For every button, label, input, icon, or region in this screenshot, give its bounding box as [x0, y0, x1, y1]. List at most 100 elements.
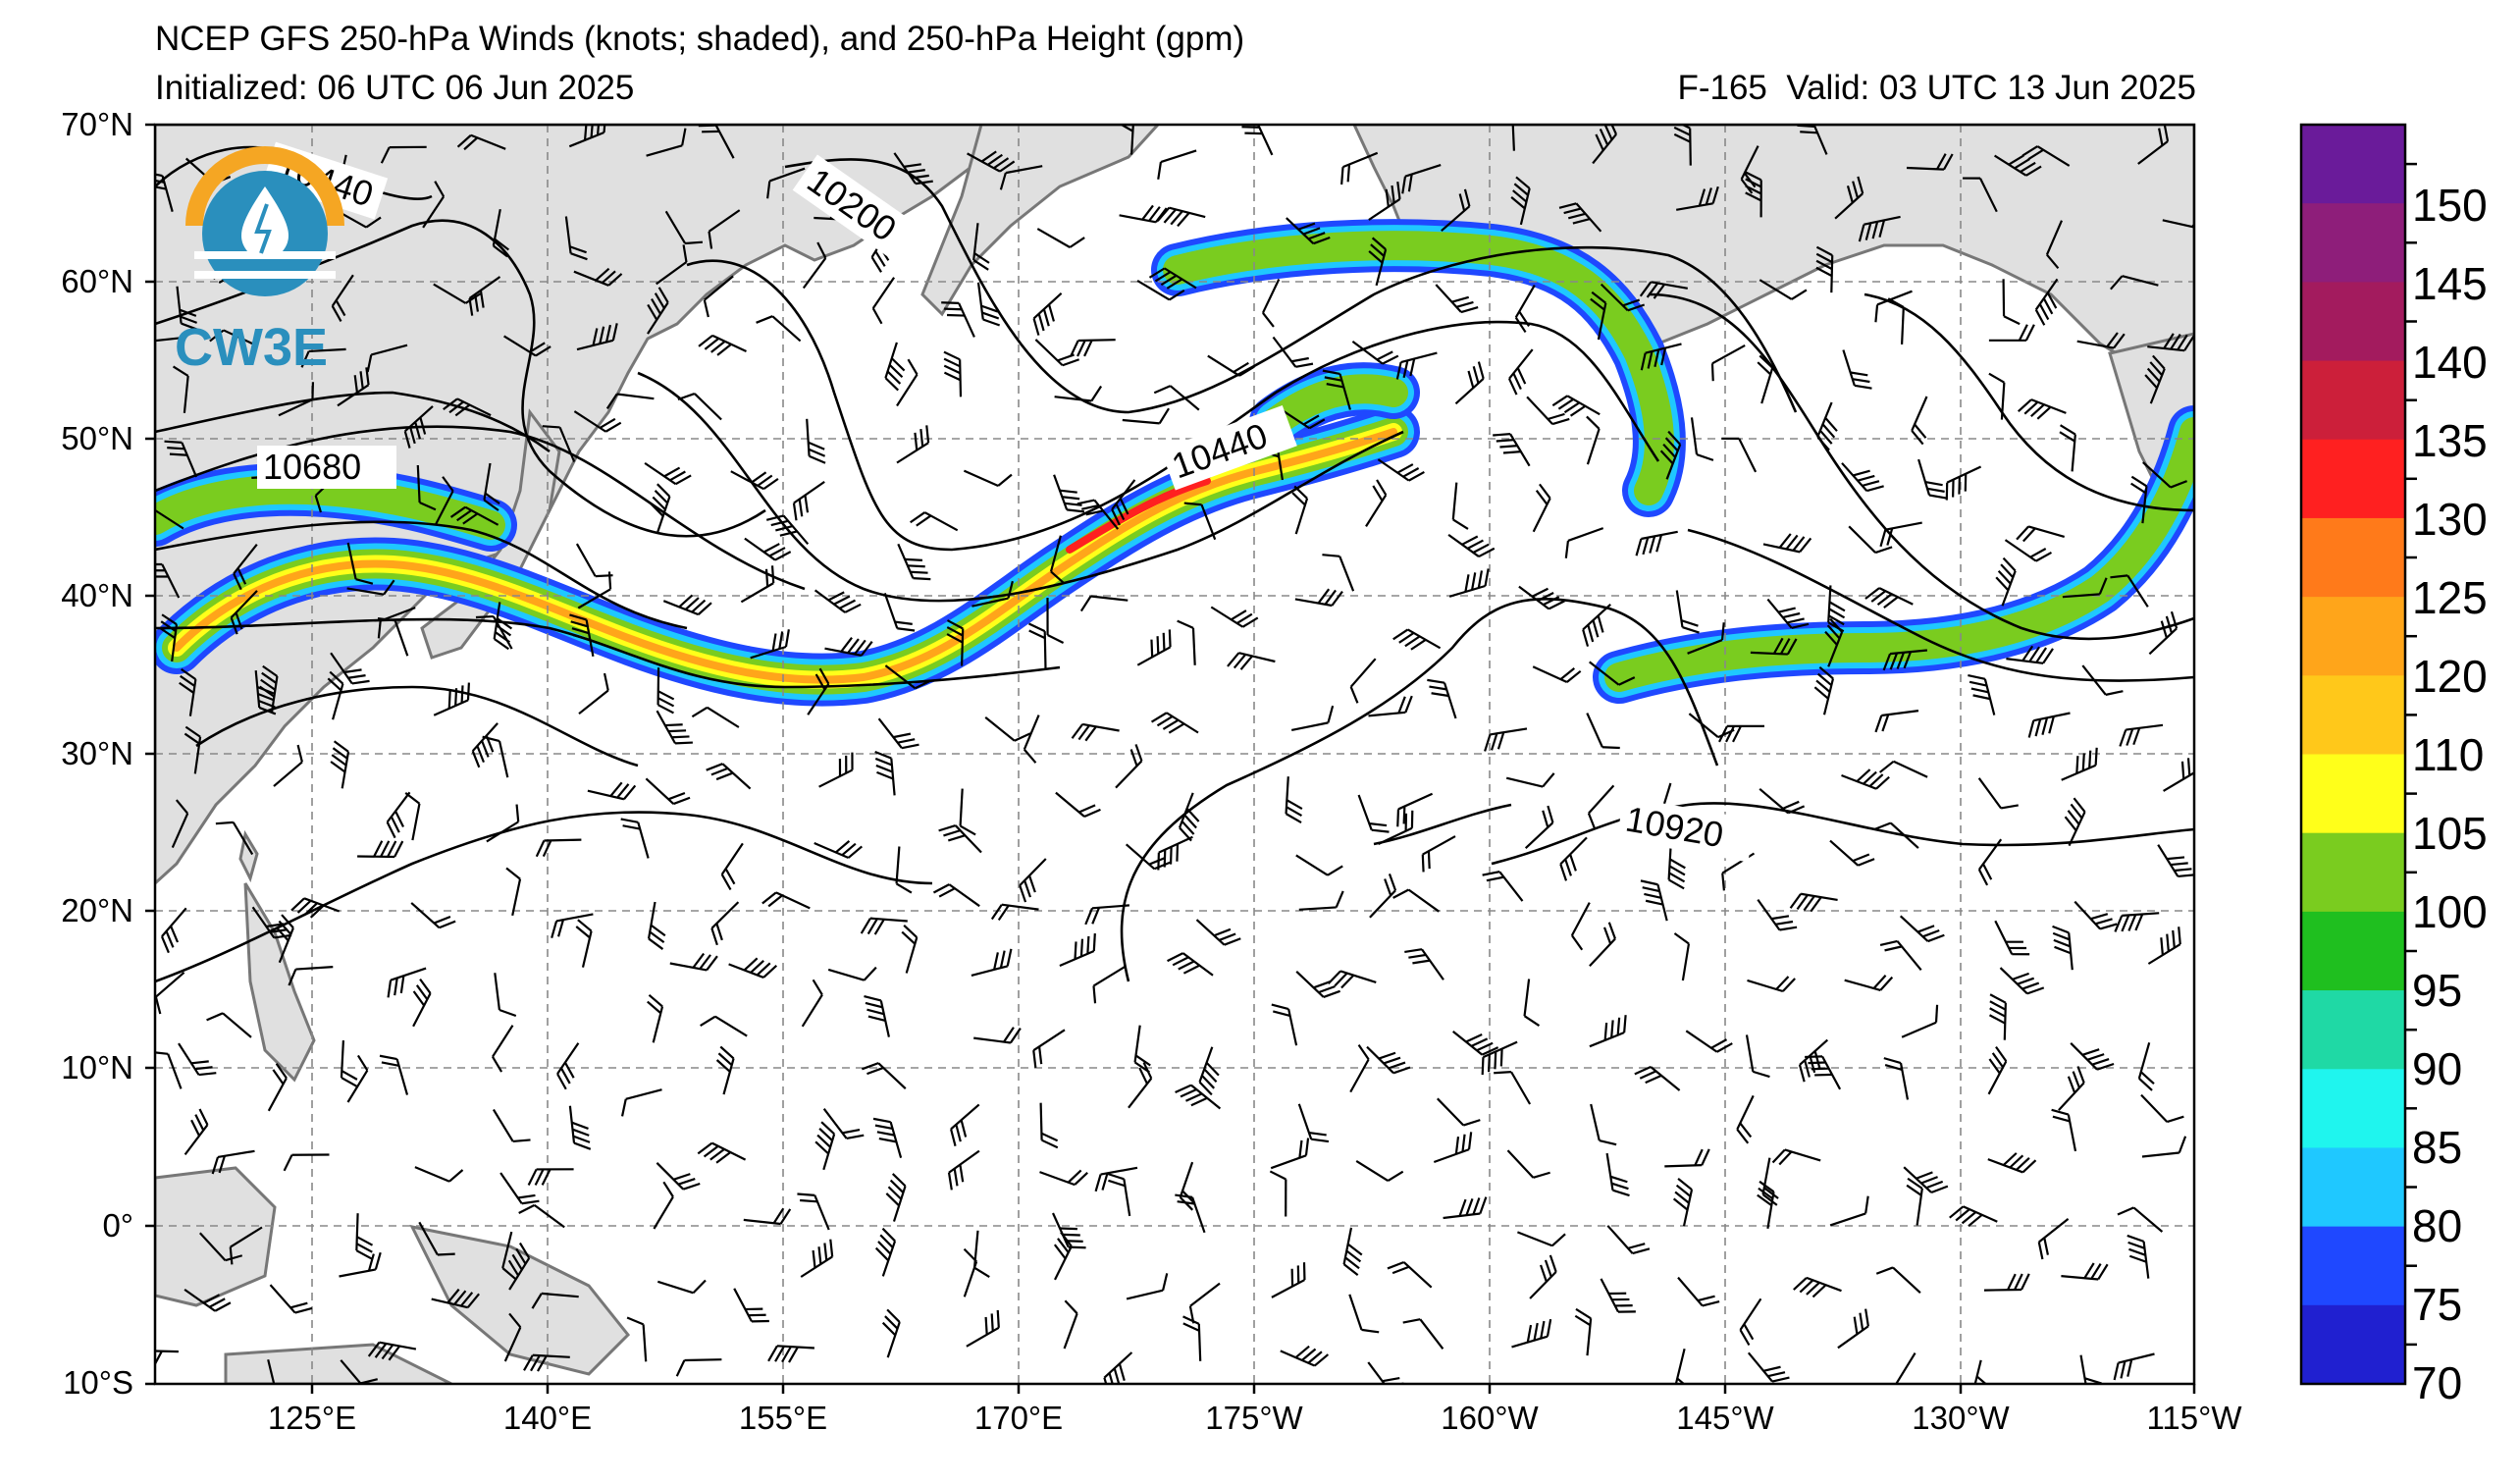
- wind-barb: [493, 602, 513, 651]
- colorbar-swatch: [2301, 754, 2405, 834]
- wind-barb: [1640, 879, 1668, 922]
- colorbar-label: 120: [2412, 651, 2488, 702]
- wind-barb: [802, 241, 827, 290]
- wind-barb: [2147, 927, 2181, 965]
- wind-barb: [807, 667, 830, 715]
- wind-barb: [1103, 1351, 1133, 1384]
- wind-barb: [656, 244, 688, 286]
- wind-barb: [1813, 665, 1835, 715]
- australia-land: [224, 1343, 452, 1384]
- wind-barb: [1355, 1159, 1404, 1182]
- wind-barb: [1285, 776, 1303, 824]
- wind-barb: [1690, 417, 1714, 461]
- colorbar-swatch: [2301, 360, 2405, 441]
- wind-barb: [233, 544, 258, 591]
- height-contour: [195, 685, 639, 768]
- wind-barb: [2147, 333, 2194, 352]
- wind-barb: [1874, 710, 1919, 733]
- wind-barb: [155, 971, 185, 1015]
- height-contour: [155, 219, 766, 538]
- wind-barb: [697, 1141, 747, 1164]
- wind-barb: [518, 1203, 565, 1229]
- wind-barb: [656, 710, 693, 745]
- wind-barb: [1019, 858, 1047, 903]
- wind-barb: [1883, 1057, 1910, 1100]
- wind-barb: [1055, 791, 1101, 818]
- wind-barb: [1589, 1015, 1627, 1048]
- wind-barb: [1451, 482, 1469, 530]
- wind-barb: [431, 1288, 480, 1309]
- wind-barb: [1261, 279, 1281, 328]
- wind-barb: [1441, 188, 1471, 233]
- wind-barb: [503, 1312, 522, 1362]
- wind-barb: [1739, 1298, 1762, 1347]
- initialized-time: Initialized: 06 UTC 06 Jun 2025: [155, 69, 635, 107]
- wind-barb: [1750, 637, 1798, 656]
- wind-barb: [1280, 1345, 1330, 1367]
- wind-barb: [1071, 722, 1120, 742]
- wind-barb: [505, 867, 522, 917]
- colorbar-label: 70: [2412, 1357, 2463, 1408]
- wind-barb: [1977, 838, 2003, 886]
- wind-barb: [959, 788, 976, 836]
- wind-barb: [1378, 810, 1414, 845]
- wind-barb: [412, 978, 432, 1028]
- colorbar: [2299, 123, 2417, 1386]
- wind-barb: [2021, 145, 2071, 167]
- wind-barb: [531, 1292, 579, 1309]
- wind-barb: [587, 781, 637, 801]
- wind-barb: [1063, 1299, 1078, 1350]
- wind-barb: [449, 505, 499, 526]
- wind-barb: [501, 1231, 517, 1281]
- wind-barb: [1269, 1170, 1287, 1217]
- height-contour: [1648, 292, 2194, 641]
- wind-barb: [1084, 904, 1129, 926]
- wind-barb: [744, 537, 792, 561]
- wind-barb: [1368, 182, 1401, 221]
- wind-barb: [573, 410, 622, 433]
- wind-barb: [1454, 361, 1485, 405]
- colorbar-swatch: [2301, 1069, 2405, 1149]
- wind-barb: [946, 619, 965, 666]
- wind-barb: [1673, 125, 1692, 166]
- wind-barb: [2034, 278, 2059, 326]
- wind-barb: [1128, 1062, 1153, 1109]
- wind-barb: [885, 1173, 907, 1222]
- wind-barb: [433, 682, 470, 716]
- height-contour: [155, 617, 1061, 689]
- wind-barb: [178, 1042, 217, 1077]
- wind-barb: [656, 667, 675, 715]
- wind-barb: [2142, 461, 2187, 489]
- wind-barb: [1167, 952, 1214, 977]
- wind-barb: [669, 952, 718, 972]
- wind-barb: [1028, 622, 1047, 669]
- wind-barb: [2064, 797, 2086, 847]
- wind-barb: [1125, 843, 1172, 871]
- wind-barb: [276, 914, 294, 964]
- wind-barb: [159, 613, 179, 662]
- wind-barb: [1848, 525, 1893, 555]
- wind-barb: [1054, 385, 1103, 402]
- wind-barb: [1687, 622, 1725, 655]
- lat-label: 10°S: [63, 1364, 133, 1401]
- wind-barb: [1367, 1361, 1404, 1384]
- wind-barb: [387, 967, 427, 998]
- wind-barb: [708, 209, 741, 249]
- wind-barb: [675, 1358, 722, 1377]
- lon-label: 175°W: [1205, 1400, 1303, 1436]
- wind-barb: [990, 903, 1039, 922]
- wind-barb: [1094, 1166, 1138, 1192]
- wind-barb: [2126, 1234, 2150, 1279]
- wind-barb: [340, 1040, 358, 1087]
- colorbar-label: 105: [2412, 808, 2488, 859]
- wind-barb: [1295, 854, 1343, 876]
- wind-barb: [1392, 628, 1442, 651]
- wind-barb: [1676, 185, 1719, 211]
- wind-barb: [822, 1108, 865, 1140]
- wind-barb: [720, 842, 744, 891]
- colorbar-label: 110: [2412, 729, 2485, 780]
- wind-barb: [259, 664, 279, 714]
- colorbar-swatch: [2301, 597, 2405, 676]
- wind-barb: [1046, 597, 1065, 644]
- wind-barb: [1988, 372, 2006, 420]
